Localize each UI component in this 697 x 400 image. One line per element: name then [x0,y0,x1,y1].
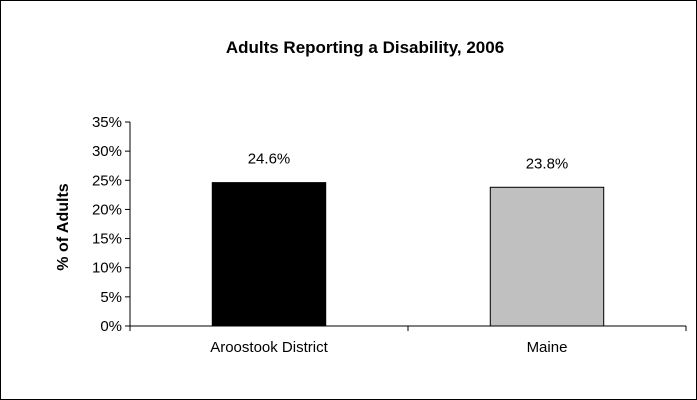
y-axis-label: % of Adults [55,183,72,271]
y-tick-label: 30% [92,143,122,160]
data-label: 24.6% [248,151,291,168]
plot-area: 0% 5% 10% 15% 20% 25% 30% 35% 24.6% Aroostook Dis… [92,114,687,356]
y-tick-label: 20% [92,201,122,218]
y-tick-label: 25% [92,172,122,189]
y-tick-label: 5% [100,289,122,306]
y-tick-label: 35% [92,114,122,131]
bar [489,186,605,327]
y-tick-label: 0% [100,318,122,335]
y-tick-label: 10% [92,260,122,277]
chart-title: Adults Reporting a Disability, 2006 [226,38,504,57]
bar [211,182,327,327]
x-category-label: Aroostook District [210,339,328,356]
y-tick-label: 15% [92,231,122,248]
data-label: 23.8% [526,155,569,172]
x-category-label: Maine [527,339,568,356]
